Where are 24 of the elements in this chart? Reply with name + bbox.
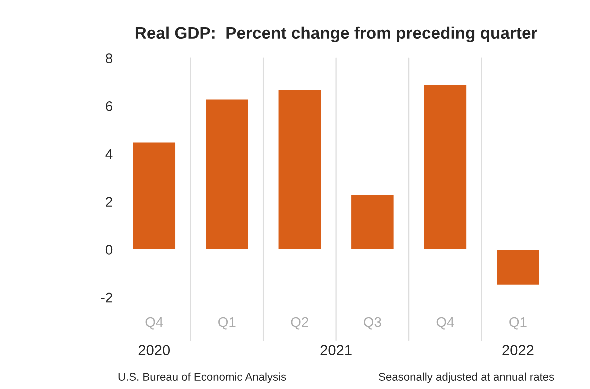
bar [132,141,177,250]
text: 2020 [138,345,170,356]
bar [496,249,541,286]
chart-title: Real GDP: Percent change from preceding quarter [136,26,538,42]
bar [422,84,468,250]
x-tick-label: Q2 [291,317,308,330]
bar [277,88,322,250]
x-tick-label: Q3 [364,317,382,330]
x-tick-label: Q4 [436,317,454,330]
x-tick-label: Q1 [510,317,527,330]
x-tick-label: Q4 [146,317,164,330]
y-tick-label: 2 [106,197,112,207]
x-tick-label: Q1 [218,317,236,330]
y-tick-label: 4 [106,150,113,160]
text: 2021 [320,345,352,356]
y-tick-label: -2 [101,292,112,303]
y-tick-label: 8 [106,54,113,64]
text: Seasonally adjusted at annual rates [379,372,554,384]
bar [204,98,250,250]
bar [350,194,396,250]
y-tick-label: 6 [106,102,113,112]
text: U.S. Bureau of Economic Analysis [118,372,286,384]
y-tick-label: 0 [106,245,113,255]
text: 2022 [502,345,534,356]
